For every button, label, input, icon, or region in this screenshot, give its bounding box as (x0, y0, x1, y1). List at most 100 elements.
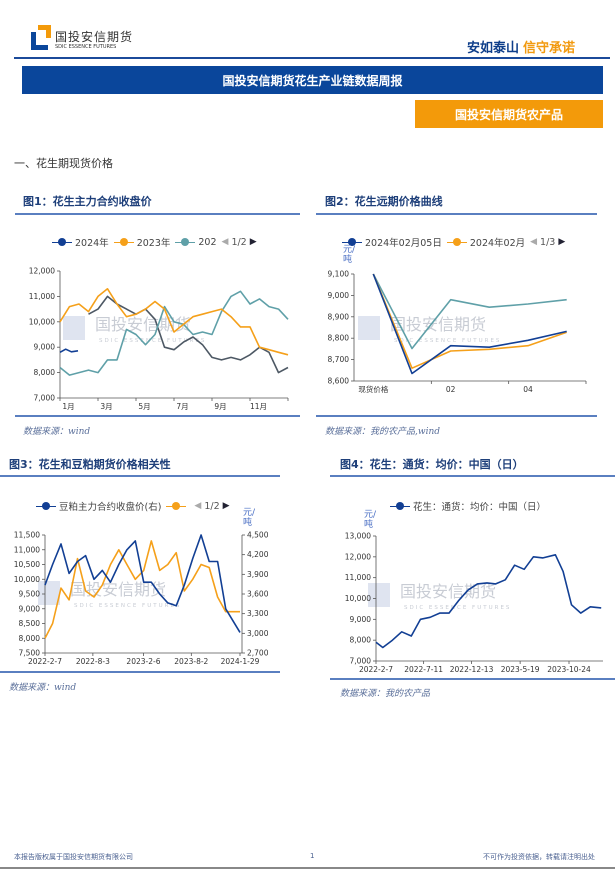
footer-divider (0, 867, 615, 869)
chart3-y-tick-label: 7,500 (19, 649, 41, 658)
chart1-y-tick-label: 7,000 (34, 394, 56, 403)
legend-label: 2024年02月05日 (365, 238, 442, 249)
legend-next-icon[interactable]: ▶ (222, 501, 230, 511)
legend-label: 202 (198, 236, 217, 248)
legend-item-soymeal[interactable]: 豆粕主力合约收盘价(右) (36, 499, 161, 513)
chart3-y2-tick-label: 3,000 (247, 629, 269, 638)
chart4-unit-label: 元/吨 (364, 510, 377, 530)
chart2-series-0-line (372, 273, 567, 375)
legend-prev-icon[interactable]: ◀ (194, 501, 202, 511)
legend-item-02[interactable]: 2024年02月 (446, 235, 526, 249)
chart1-bottom-rule (15, 415, 300, 417)
chart4-y-tick-label: 11,000 (345, 573, 371, 582)
header-divider (14, 57, 610, 59)
report-title-banner: 国投安信期货花生产业链数据周报 (22, 66, 603, 94)
chart3-series-1-line (44, 540, 240, 639)
chart3-series-0-line (44, 534, 241, 633)
chart1-y-tick-label: 11,000 (29, 292, 55, 301)
chart2-title: 图2：花生远期价格曲线 (325, 195, 443, 208)
chart4-y-tick-label: 9,000 (350, 615, 372, 624)
legend-pager: ◀ 1/2 ▶ (194, 501, 229, 512)
chart2-watermark-text: 国投安信期货 (390, 315, 486, 334)
legend-marker-icon (52, 238, 72, 246)
legend-label: 2024年 (75, 238, 109, 249)
chart1-legend: 2024年 2023年 202 ◀ 1/2 ▶ (52, 235, 257, 249)
chart1-series-3-line (88, 295, 289, 374)
chart3-y2-tick-label: 4,200 (247, 550, 269, 559)
chart2-x-tick-label: 04 (523, 385, 533, 394)
logo-text-cn: 国投安信期货 (55, 30, 134, 44)
legend-item-0205[interactable]: 2024年02月05日 (342, 235, 442, 249)
chart3-y-tick-label: 8,500 (19, 619, 41, 628)
chart1-y-tick-label: 9,000 (34, 343, 56, 352)
legend-pager: ◀ 1/2 ▶ (222, 237, 257, 248)
chart4-x-tick-label: 2022-2-7 (359, 665, 393, 674)
legend-label: 花生：通货：均价：中国（日） (413, 502, 547, 513)
chart2-x-tick-label: 02 (446, 385, 456, 394)
chart2-y-tick-label: 8,600 (328, 377, 350, 386)
chart3-source: 数据来源：wind (9, 683, 77, 693)
chart1-x-tick-label: 9月 (214, 402, 226, 411)
chart2-y-tick-label: 9,000 (328, 291, 350, 300)
chart1-y-tick-label: 12,000 (29, 267, 55, 276)
chart3-y-tick-label: 10,000 (14, 575, 40, 584)
chart4-watermark-text: 国投安信期货 (400, 582, 496, 601)
legend-item-2024[interactable]: 2024年 (52, 235, 109, 249)
legend-marker-icon (113, 238, 134, 246)
chart3-y-tick-label: 10,500 (14, 560, 40, 569)
legend-marker-icon (166, 502, 187, 510)
legend-next-icon[interactable]: ▶ (558, 237, 566, 247)
legend-label: 2024年02月 (469, 238, 526, 249)
chart3-x-tick-label: 2022-8-3 (76, 657, 110, 666)
chart2-series-1-line (372, 273, 567, 370)
legend-prev-icon[interactable]: ◀ (530, 237, 538, 247)
chart1-x-tick-label: 5月 (138, 402, 150, 411)
chart3-top-rule (0, 475, 280, 477)
chart4-series-0-line (375, 553, 602, 649)
chart4-y-tick-label: 8,000 (350, 636, 372, 645)
chart4-top-rule (330, 475, 615, 477)
legend-prev-icon[interactable]: ◀ (221, 237, 229, 247)
chart4-x-tick-label: 2022-7-11 (404, 665, 443, 674)
chart3-x-tick-label: 2023-2-6 (126, 657, 160, 666)
legend-item-202x[interactable]: 202 (175, 236, 217, 248)
legend-marker-icon (175, 238, 196, 246)
chart3-y2-tick-label: 4,500 (247, 531, 269, 540)
chart3-unit-label: 元/吨 (243, 508, 256, 528)
chart2-y-tick-label: 8,700 (328, 355, 350, 364)
chart4-y-tick-label: 13,000 (345, 532, 371, 541)
chart1-series-2-line (59, 290, 289, 376)
chart3-watermark-logo-icon (38, 581, 60, 605)
chart2-watermark-subtext: SDIC ESSENCE FUTURES (394, 338, 501, 344)
chart3-title: 图3：花生和豆粕期货价格相关性 (9, 458, 171, 471)
chart4-x-tick-label: 2023-5-19 (501, 665, 540, 674)
legend-item-peanut[interactable] (166, 502, 189, 510)
slogan: 安如泰山 信守承诺 (467, 37, 575, 56)
chart1-series-1-line (59, 287, 289, 356)
legend-marker-icon (342, 238, 362, 246)
chart2-y-tick-label: 9,100 (328, 270, 350, 279)
legend-marker-icon (446, 238, 467, 246)
legend-label: 豆粕主力合约收盘价(右) (59, 502, 162, 513)
slogan-part-b: 信守承诺 (522, 41, 575, 56)
footer-copyright: 本报告版权属于国投安信期货有限公司 (14, 853, 133, 861)
chart3-y-tick-label: 11,000 (14, 545, 40, 554)
chart1-title: 图1：花生主力合约收盘价 (23, 195, 152, 208)
logo-text-en: SDIC ESSENCE FUTURES (55, 44, 117, 50)
legend-item-2023[interactable]: 2023年 (113, 235, 170, 249)
legend-item-peanut-spot[interactable]: 花生：通货：均价：中国（日） (390, 499, 546, 513)
chart4-legend: 花生：通货：均价：中国（日） (390, 499, 546, 513)
chart2-watermark-logo-icon (358, 316, 380, 340)
chart1-watermark-subtext: SDIC ESSENCE FUTURES (99, 338, 206, 344)
chart3-y2-tick-label: 3,900 (247, 570, 269, 579)
chart4-watermark-logo-icon (368, 583, 390, 607)
chart3-watermark-text: 国投安信期货 (70, 580, 166, 599)
chart1-top-rule (15, 213, 300, 215)
section-heading: 一、花生期现货价格 (14, 157, 113, 170)
chart4-title: 图4：花生：通货：均价：中国（日） (340, 458, 524, 471)
chart2-y-tick-label: 8,900 (328, 312, 350, 321)
legend-page-indicator: 1/2 (204, 500, 220, 512)
chart4-y-tick-label: 10,000 (345, 594, 371, 603)
legend-next-icon[interactable]: ▶ (249, 237, 257, 247)
chart4-x-tick-label: 2023-10-24 (547, 665, 591, 674)
